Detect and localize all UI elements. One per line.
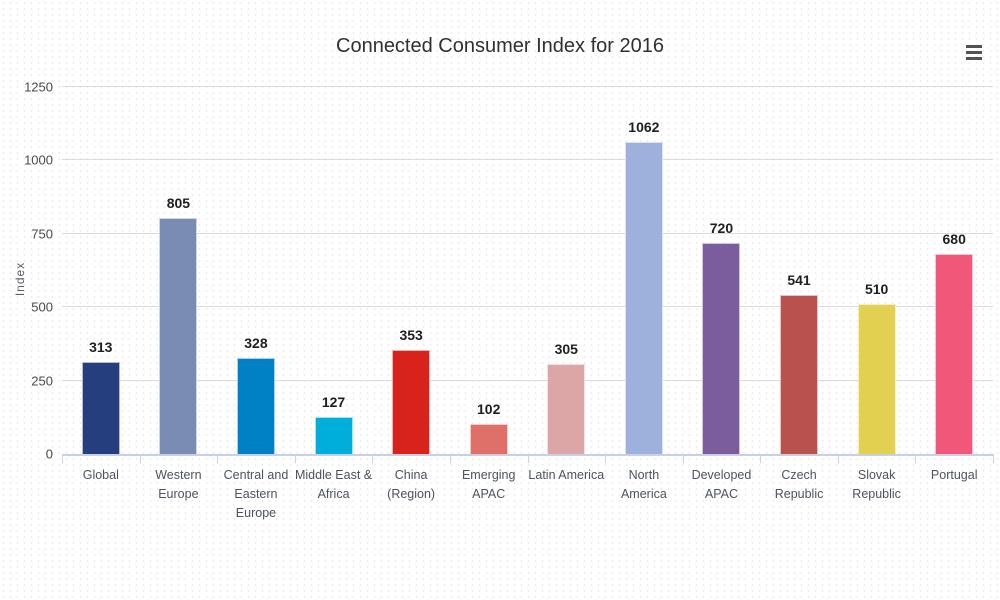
bar-value-label: 541 (787, 272, 811, 289)
x-axis-tick (915, 454, 917, 463)
x-axis-tick (993, 454, 994, 463)
bar[interactable] (159, 217, 198, 454)
x-axis-tick (682, 454, 684, 463)
category-column: 353 China (Region) (372, 87, 450, 500)
category-column: 510 Slovak Republic (838, 87, 916, 500)
x-axis-label: Developed APAC (691, 468, 752, 501)
gridline (62, 232, 993, 234)
x-axis-label: Western Europe (155, 468, 202, 501)
x-axis-label: Emerging APAC (461, 468, 516, 501)
category-column: 102 Emerging APAC (450, 87, 528, 501)
bar[interactable] (547, 364, 586, 454)
bar[interactable] (236, 357, 275, 454)
x-axis-label: Latin America (528, 468, 605, 482)
bar[interactable] (780, 295, 819, 454)
x-axis-tick (760, 454, 762, 463)
hamburger-menu-icon[interactable] (966, 44, 983, 61)
x-axis-tick (62, 454, 63, 463)
x-axis-label: North America (620, 468, 667, 501)
gridline (62, 306, 993, 308)
x-axis-label: China (Region) (387, 468, 436, 501)
x-axis-label: Global (82, 468, 119, 482)
bar[interactable] (935, 254, 974, 454)
x-axis-tick (372, 454, 374, 463)
y-axis-tick-label: 250 (31, 373, 53, 389)
category-column: 313 Global (62, 87, 140, 482)
category-column: 305 Latin America (528, 87, 606, 482)
category-column: 720 Developed APAC (683, 87, 761, 501)
category-column: 127 Middle East & Africa (295, 87, 373, 501)
y-axis-tick-label: 0 (45, 446, 53, 462)
category-column: 680 Portugal (915, 87, 993, 482)
bar-value-label: 102 (477, 401, 501, 418)
y-axis-tick-label: 500 (31, 299, 53, 315)
y-axis-tick-label: 1000 (24, 152, 53, 168)
bar-value-label: 510 (864, 281, 889, 298)
x-axis-tick (139, 454, 141, 463)
category-column: 805 Western Europe (140, 87, 218, 501)
x-axis-label: Czech Republic (774, 468, 824, 501)
category-column: 541 Czech Republic (760, 87, 838, 501)
bar-value-label: 680 (942, 231, 966, 248)
x-axis-tick (217, 454, 219, 463)
bar-value-label: 313 (89, 339, 113, 356)
bar[interactable] (857, 304, 896, 454)
x-axis-tick (527, 454, 529, 463)
bar-value-label: 353 (399, 327, 423, 344)
bar-value-label: 328 (244, 334, 268, 351)
y-axis-tick-label: 1250 (24, 79, 53, 95)
y-axis-title: Index (13, 261, 28, 297)
bar[interactable] (81, 362, 120, 454)
x-axis-label: Middle East & Africa (294, 468, 373, 501)
bar-value-label: 127 (321, 393, 346, 410)
x-axis-label: Central and Eastern Europe (223, 468, 289, 520)
gridline (62, 86, 993, 87)
bar[interactable] (392, 350, 431, 454)
bar[interactable] (469, 424, 508, 454)
bar-value-label: 720 (709, 219, 734, 236)
bar[interactable] (624, 142, 663, 454)
x-axis-tick (837, 454, 839, 463)
bar[interactable] (702, 242, 741, 454)
x-axis-label: Slovak Republic (852, 468, 901, 501)
plot-area: 0 250 500 750 1000 1250 313 Global 805 Western Eu… (24, 80, 994, 520)
bar-value-label: 805 (166, 194, 191, 211)
bar-value-label: 305 (554, 341, 578, 358)
chart-title: Connected Consumer Index for 2016 (336, 35, 664, 57)
x-axis-label: Portugal (930, 468, 978, 482)
y-axis-tick-label: 750 (31, 226, 53, 242)
bar-value-label: 1062 (628, 119, 660, 136)
x-axis-tick (605, 454, 607, 463)
gridline (62, 379, 993, 381)
bar[interactable] (314, 416, 353, 454)
gridline (62, 159, 993, 161)
category-column: 328 Central and Eastern Europe (217, 87, 295, 520)
x-axis-tick (449, 454, 451, 463)
category-column: 1062 North America (605, 87, 683, 501)
x-axis-tick (294, 454, 296, 463)
